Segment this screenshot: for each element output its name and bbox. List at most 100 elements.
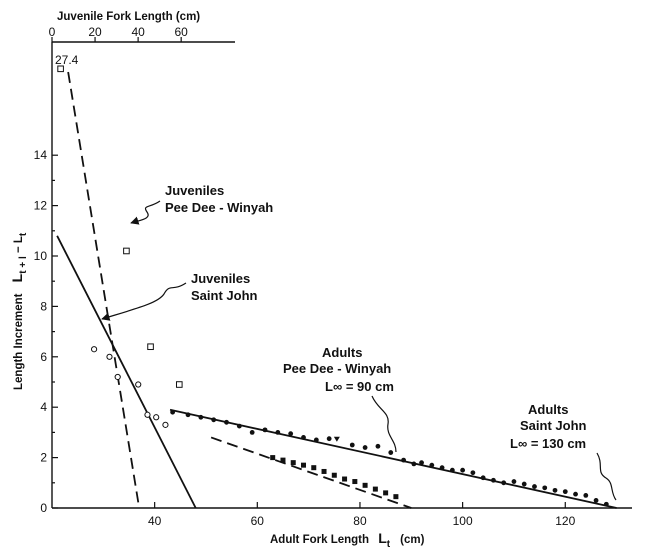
filled-triangle-point xyxy=(333,436,340,442)
y-tick-label: 4 xyxy=(40,400,47,414)
y-axis-label-sub2: t xyxy=(18,232,29,236)
annotation-adult-sj: Adults Saint John L∞ = 130 cm xyxy=(510,402,590,451)
x-tick-label: 120 xyxy=(555,514,575,528)
annotation-adult-sj-line3: L∞ = 130 cm xyxy=(510,436,586,451)
x-tick-label: 40 xyxy=(148,514,162,528)
filled-circle-point xyxy=(603,501,609,507)
filled-square-point xyxy=(383,490,389,496)
y-tick-label: 6 xyxy=(40,350,47,364)
open-circle-point xyxy=(153,414,160,421)
x-axis-label-text: Adult Fork Length xyxy=(270,534,369,546)
offscale-square-point xyxy=(57,65,64,73)
annotation-juv-pdw-line1: Juveniles xyxy=(165,183,224,198)
x-tick-label: 60 xyxy=(251,514,265,528)
annotation-juv-pdw-line2: Pee Dee - Winyah xyxy=(165,200,273,215)
open-circle-point xyxy=(135,381,142,388)
dashed-fit-line xyxy=(67,71,141,509)
filled-circle-point xyxy=(249,430,255,435)
solid-fit-line xyxy=(56,235,197,509)
pointer-juv-sj xyxy=(101,282,187,321)
pointer-adult-pdw xyxy=(371,395,397,453)
filled-square-point xyxy=(311,465,317,471)
open-circle-point xyxy=(106,353,113,360)
filled-circle-point xyxy=(388,450,394,455)
annotation-juv-sj: Juveniles Saint John xyxy=(191,271,258,303)
x-axis-label-unit: (cm) xyxy=(400,534,424,546)
filled-circle-point xyxy=(449,467,455,473)
filled-square-point xyxy=(342,476,348,482)
ticks: 40 60 80 100 120 0 20 40 60 0 2 4 6 8 10 12 14 xyxy=(34,25,576,528)
filled-circle-point xyxy=(224,419,229,425)
filled-circle-point xyxy=(593,498,599,503)
x-tick-label: 100 xyxy=(453,514,473,528)
filled-circle-point xyxy=(326,436,332,442)
filled-circle-point xyxy=(262,427,268,433)
pointer-juv-pdw xyxy=(130,200,161,225)
dashed-fit-line xyxy=(210,436,412,509)
annotation-juv-sj-line2: Saint John xyxy=(191,288,258,303)
filled-circle-point xyxy=(429,462,435,468)
filled-circle-point xyxy=(542,485,548,491)
filled-circle-point xyxy=(288,431,294,437)
open-square-point xyxy=(123,247,130,255)
solid-fit-line xyxy=(169,408,617,509)
filled-square-point xyxy=(301,462,307,468)
y-tick-label: 2 xyxy=(40,451,47,465)
y-axis-label-text: Length Increment xyxy=(13,293,25,390)
annotation-adult-pdw-line3: L∞ = 90 cm xyxy=(325,379,394,394)
annotations: Juveniles Pee Dee - Winyah Juveniles Sai… xyxy=(101,183,617,501)
filled-circle-point xyxy=(313,437,319,443)
filled-circle-point xyxy=(401,457,406,463)
filled-circle-point xyxy=(362,445,368,450)
x-axis-label-symbol: L xyxy=(378,530,387,546)
filled-circle-point xyxy=(460,467,466,473)
filled-circle-point xyxy=(198,414,204,420)
annotation-adult-pdw-line2: Pee Dee - Winyah xyxy=(283,361,391,376)
filled-circle-point xyxy=(411,461,417,467)
filled-circle-point xyxy=(419,460,424,466)
x-axis-label-subscript: t xyxy=(387,539,391,550)
offscale-label: 27.4 xyxy=(55,53,79,67)
y-tick-label: 12 xyxy=(34,199,48,213)
y-tick-label: 14 xyxy=(34,148,48,162)
filled-circle-point xyxy=(562,489,568,495)
x2-tick-label: 40 xyxy=(131,25,145,39)
filled-circle-point xyxy=(439,465,445,471)
y-tick-label: 0 xyxy=(40,501,47,515)
axes xyxy=(51,41,632,509)
annotation-adult-pdw: Adults Pee Dee - Winyah L∞ = 90 cm xyxy=(283,345,395,394)
x2-tick-label: 0 xyxy=(49,25,56,39)
filled-circle-point xyxy=(236,423,242,429)
annotation-adult-pdw-line1: Adults xyxy=(322,345,362,360)
open-circle-point xyxy=(162,421,169,428)
y-tick-label: 8 xyxy=(40,299,47,313)
filled-circle-point xyxy=(552,487,558,493)
x2-tick-label: 60 xyxy=(174,25,188,39)
filled-circle-point xyxy=(470,470,476,476)
filled-square-point xyxy=(362,482,368,488)
x2-tick-label: 20 xyxy=(88,25,102,39)
filled-circle-point xyxy=(532,484,537,489)
filled-square-point xyxy=(331,472,337,478)
y-axis-label-symbol: L xyxy=(9,273,25,282)
filled-circle-point xyxy=(573,491,578,497)
y-axis-label-sub1: t + l xyxy=(18,256,29,274)
open-circle-point xyxy=(90,346,98,353)
filled-square-point xyxy=(321,468,327,474)
filled-circle-point xyxy=(511,479,517,484)
annotation-juv-sj-line1: Juveniles xyxy=(191,271,250,286)
annotation-adult-sj-line1: Adults xyxy=(528,402,568,417)
filled-circle-point xyxy=(501,480,507,486)
filled-square-point xyxy=(270,455,276,461)
filled-circle-point xyxy=(185,412,191,418)
filled-circle-point xyxy=(375,443,381,449)
filled-circle-point xyxy=(480,475,486,481)
pointer-adult-sj xyxy=(596,452,617,501)
filled-circle-point xyxy=(491,477,496,483)
x-tick-label: 80 xyxy=(353,514,367,528)
filled-square-point xyxy=(352,479,358,485)
annotation-adult-sj-line2: Saint John xyxy=(520,418,587,433)
filled-square-point xyxy=(372,486,378,492)
filled-circle-point xyxy=(583,493,589,498)
filled-circle-point xyxy=(275,430,281,435)
